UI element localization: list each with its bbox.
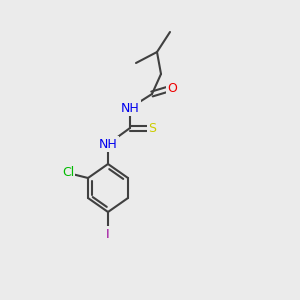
Text: Cl: Cl [62,167,74,179]
Text: NH: NH [121,101,140,115]
Text: NH: NH [99,137,117,151]
Text: S: S [148,122,156,134]
Text: O: O [167,82,177,94]
Text: I: I [106,227,110,241]
